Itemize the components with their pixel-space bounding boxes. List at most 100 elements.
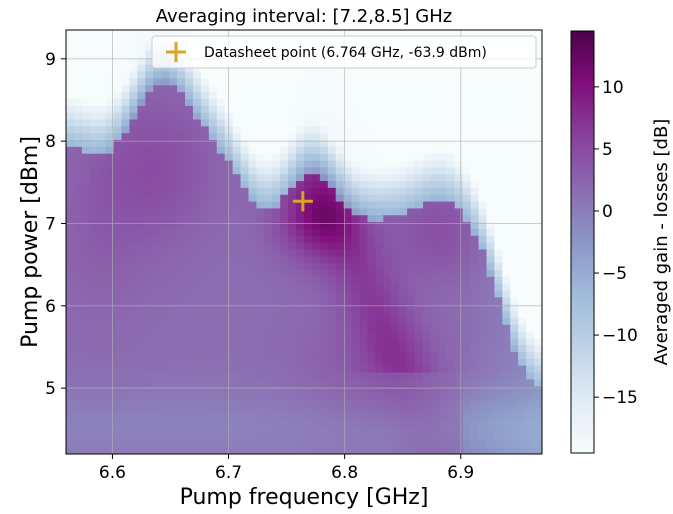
heatmap-cell bbox=[248, 412, 257, 421]
heatmap-cell bbox=[335, 269, 345, 277]
heatmap-cell bbox=[280, 317, 289, 325]
heatmap-cell bbox=[105, 125, 115, 134]
heatmap-cell bbox=[105, 447, 115, 454]
heatmap-cell bbox=[296, 125, 305, 134]
heatmap-cell bbox=[121, 105, 131, 113]
heatmap-cell bbox=[478, 399, 488, 407]
heatmap-cell bbox=[510, 221, 519, 229]
heatmap-cell bbox=[375, 276, 384, 284]
heatmap-cell bbox=[256, 77, 265, 86]
grid-lines bbox=[66, 30, 542, 454]
heatmap-cell bbox=[478, 248, 488, 257]
heatmap-cell bbox=[240, 433, 250, 441]
heatmap-cell bbox=[454, 98, 464, 106]
heatmap-cell bbox=[185, 358, 194, 366]
heatmap-cell bbox=[486, 228, 495, 236]
heatmap-cell bbox=[343, 440, 353, 448]
heatmap-cell bbox=[494, 112, 503, 120]
heatmap-cell bbox=[526, 242, 535, 250]
heatmap-cell bbox=[232, 91, 242, 99]
heatmap-cell bbox=[97, 98, 107, 106]
heatmap-cell bbox=[311, 255, 321, 264]
heatmap-cell bbox=[113, 91, 123, 99]
heatmap-cell bbox=[264, 98, 273, 106]
heatmap-cell bbox=[359, 426, 369, 435]
heatmap-cell bbox=[161, 71, 170, 79]
heatmap-cell bbox=[208, 105, 218, 113]
heatmap-cell bbox=[526, 412, 535, 421]
heatmap-cell bbox=[423, 399, 432, 407]
heatmap-cell bbox=[502, 91, 511, 99]
heatmap-cell bbox=[526, 91, 535, 99]
heatmap-cell bbox=[185, 351, 194, 359]
heatmap-cell bbox=[430, 365, 440, 373]
heatmap-cell bbox=[375, 105, 384, 113]
heatmap-cell bbox=[383, 426, 392, 435]
heatmap-cell bbox=[383, 324, 392, 332]
heatmap-cell bbox=[89, 296, 99, 305]
heatmap-cell bbox=[319, 419, 329, 428]
heatmap-cell bbox=[256, 283, 265, 291]
heatmap-cell bbox=[169, 146, 178, 154]
heatmap-cell bbox=[454, 118, 464, 127]
heatmap-cell bbox=[510, 159, 519, 168]
heatmap-cell bbox=[502, 303, 511, 311]
heatmap-cell bbox=[73, 248, 83, 257]
heatmap-cell bbox=[351, 344, 361, 353]
x-tick-label: 6.9 bbox=[447, 463, 474, 483]
heatmap-cell bbox=[169, 125, 178, 134]
heatmap-cell bbox=[327, 180, 337, 188]
heatmap-cell bbox=[288, 324, 297, 332]
heatmap-cell bbox=[232, 440, 242, 448]
heatmap-cell bbox=[153, 180, 162, 188]
heatmap-cell bbox=[137, 71, 146, 79]
heatmap-cell bbox=[399, 118, 408, 127]
heatmap-cell bbox=[145, 30, 154, 38]
heatmap-cell bbox=[256, 317, 265, 325]
heatmap-cell bbox=[407, 392, 416, 400]
heatmap-cell bbox=[526, 392, 535, 400]
heatmap-cell bbox=[169, 235, 178, 243]
heatmap-cell bbox=[240, 118, 250, 127]
heatmap-cell bbox=[185, 310, 194, 318]
heatmap-cell bbox=[208, 358, 218, 366]
heatmap-cell bbox=[367, 30, 376, 38]
heatmap-cell bbox=[304, 289, 313, 298]
heatmap-cell bbox=[407, 91, 416, 99]
heatmap-cell bbox=[423, 289, 432, 298]
heatmap-cell bbox=[407, 159, 416, 168]
heatmap-cell bbox=[359, 262, 369, 270]
heatmap-cell bbox=[145, 358, 154, 366]
heatmap-cell bbox=[105, 36, 115, 45]
heatmap-cell bbox=[430, 289, 440, 298]
heatmap-cell bbox=[264, 146, 273, 154]
heatmap-cell bbox=[470, 289, 480, 298]
heatmap-cell bbox=[296, 283, 305, 291]
heatmap-cell bbox=[351, 139, 361, 147]
heatmap-cell bbox=[399, 365, 408, 373]
heatmap-cell bbox=[319, 30, 329, 38]
heatmap-cell bbox=[256, 406, 265, 414]
heatmap-cell bbox=[232, 255, 242, 264]
heatmap-cell bbox=[446, 433, 456, 441]
heatmap-cell bbox=[407, 447, 416, 454]
heatmap-cell bbox=[280, 310, 289, 318]
heatmap-cell bbox=[430, 71, 440, 79]
heatmap-cell bbox=[311, 159, 321, 168]
heatmap-cell bbox=[137, 235, 146, 243]
heatmap-cell bbox=[105, 358, 115, 366]
heatmap-cell bbox=[391, 194, 400, 202]
heatmap-cell bbox=[391, 324, 400, 332]
heatmap-cell bbox=[192, 112, 202, 120]
heatmap-cell bbox=[438, 296, 448, 305]
heatmap-cell bbox=[494, 399, 503, 407]
heatmap-cell bbox=[81, 262, 91, 270]
heatmap-cell bbox=[383, 262, 392, 270]
heatmap-cell bbox=[383, 132, 392, 141]
heatmap-cell bbox=[415, 255, 424, 264]
heatmap-cell bbox=[161, 125, 170, 134]
heatmap-cell bbox=[446, 118, 456, 127]
heatmap-cell bbox=[494, 392, 503, 400]
heatmap-cell bbox=[383, 112, 392, 120]
heatmap-cell bbox=[351, 146, 361, 154]
